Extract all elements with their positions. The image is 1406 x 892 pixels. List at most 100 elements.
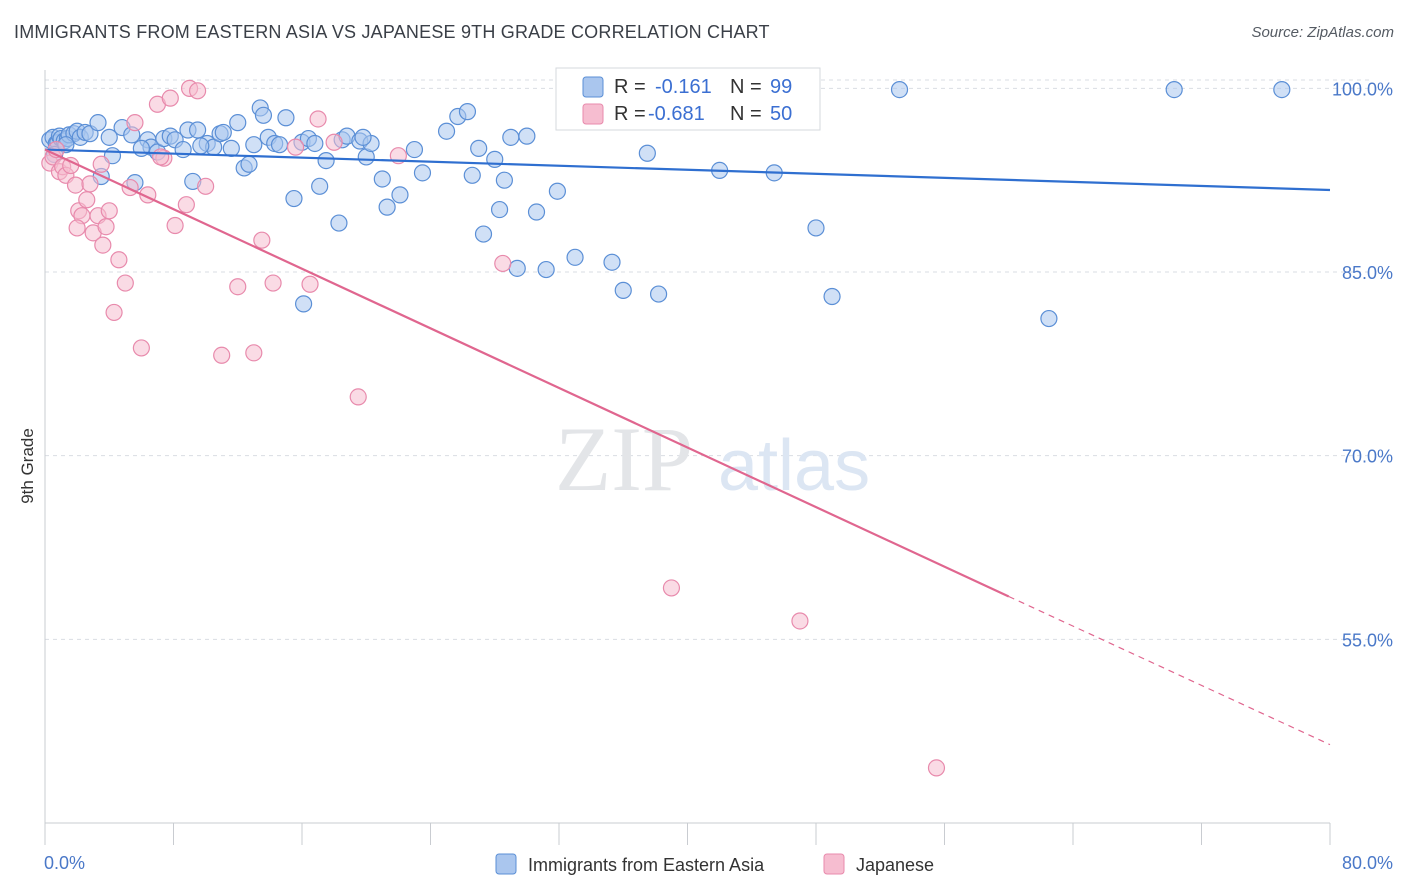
source-credit: Source: ZipAtlas.com <box>1251 24 1394 41</box>
data-point-japanese <box>100 202 118 220</box>
data-point-eastern-asia <box>188 121 207 139</box>
data-point-eastern-asia <box>518 127 536 145</box>
data-point-eastern-asia <box>270 136 289 154</box>
data-point-japanese <box>116 274 134 292</box>
data-point-eastern-asia <box>638 144 656 162</box>
y-tick-label: 70.0% <box>1342 447 1393 467</box>
data-point-eastern-asia <box>566 248 584 266</box>
x-tick-label-min: 0.0% <box>44 853 85 873</box>
data-point-eastern-asia <box>317 152 335 170</box>
data-point-japanese <box>177 196 195 214</box>
data-point-japanese <box>662 579 681 597</box>
data-point-eastern-asia <box>537 260 555 279</box>
data-point-eastern-asia <box>474 225 493 243</box>
tick-labels: 55.0% 70.0% 85.0% 100.0% 0.0% 80.0% <box>44 79 1393 873</box>
bottom-legend-swatch-blue <box>495 853 517 875</box>
data-point-japanese <box>325 133 343 151</box>
data-point-eastern-asia <box>229 114 247 132</box>
data-point-japanese <box>166 216 184 235</box>
legend-n-label-1: N = <box>730 76 762 98</box>
data-point-japanese <box>94 236 112 254</box>
x-tick-label-max: 80.0% <box>1342 853 1393 873</box>
data-point-japanese <box>126 114 144 132</box>
data-point-eastern-asia <box>890 80 909 99</box>
watermark-atlas: atlas <box>718 426 870 506</box>
legend-r-value-1: -0.161 <box>655 76 712 98</box>
data-point-eastern-asia <box>463 166 481 184</box>
data-point-japanese <box>245 344 263 362</box>
data-point-eastern-asia <box>823 287 841 306</box>
data-point-japanese <box>309 110 327 128</box>
legend-n-value-1: 99 <box>770 76 792 98</box>
data-point-eastern-asia <box>470 139 488 157</box>
trend-line-japanese-extrapolated <box>1008 595 1331 746</box>
y-tick-label: 55.0% <box>1342 630 1393 650</box>
legend-swatch-pink <box>582 103 604 125</box>
data-point-japanese <box>264 274 282 292</box>
data-point-eastern-asia <box>100 128 118 146</box>
data-point-eastern-asia <box>132 139 150 157</box>
data-point-japanese <box>92 155 110 173</box>
data-point-eastern-asia <box>277 109 295 127</box>
data-point-eastern-asia <box>548 182 566 200</box>
trend-line-eastern-asia <box>44 148 1331 192</box>
data-point-eastern-asia <box>391 186 409 204</box>
data-point-japanese <box>68 219 86 237</box>
data-point-japanese <box>301 275 319 293</box>
grid-lines <box>45 79 1370 640</box>
trend-line-japanese <box>44 148 1010 598</box>
data-point-japanese <box>81 175 99 193</box>
data-point-japanese <box>97 218 115 236</box>
data-point-eastern-asia <box>89 114 107 132</box>
data-point-eastern-asia <box>405 140 424 159</box>
data-point-japanese <box>78 191 96 209</box>
data-point-eastern-asia <box>295 295 313 313</box>
data-point-japanese <box>286 138 305 156</box>
series-japanese-points <box>41 79 946 777</box>
data-point-eastern-asia <box>490 200 509 219</box>
data-point-eastern-asia <box>527 203 546 221</box>
data-point-eastern-asia <box>254 106 273 124</box>
data-point-eastern-asia <box>214 123 232 142</box>
data-point-eastern-asia <box>502 128 520 146</box>
data-point-japanese <box>494 254 512 273</box>
data-point-japanese <box>132 339 150 357</box>
data-point-eastern-asia <box>614 281 632 299</box>
data-point-eastern-asia <box>354 128 372 146</box>
data-point-eastern-asia <box>1273 80 1291 99</box>
data-point-eastern-asia <box>458 103 477 121</box>
data-point-japanese <box>110 251 128 269</box>
legend-r-label-1: R = <box>614 76 646 98</box>
bottom-legend-label-eastern-asia: Immigrants from Eastern Asia <box>528 855 765 875</box>
data-point-eastern-asia <box>807 219 825 237</box>
data-point-japanese <box>152 148 170 166</box>
bottom-legend-label-japanese: Japanese <box>856 855 934 875</box>
data-point-japanese <box>213 346 231 364</box>
chart-title: IMMIGRANTS FROM EASTERN ASIA VS JAPANESE… <box>14 22 770 42</box>
axes <box>44 70 1331 845</box>
data-point-japanese <box>66 176 85 194</box>
data-point-eastern-asia <box>240 155 258 173</box>
y-tick-label: 100.0% <box>1332 79 1393 99</box>
bottom-legend-swatch-pink <box>823 853 845 875</box>
data-point-japanese <box>927 759 946 777</box>
data-point-japanese <box>188 82 207 100</box>
legend-n-value-2: 50 <box>770 103 792 125</box>
legend-n-label-2: N = <box>730 103 762 125</box>
data-point-eastern-asia <box>649 285 668 303</box>
data-point-eastern-asia <box>306 134 324 153</box>
y-axis-title: 9th Grade <box>18 428 37 504</box>
data-point-eastern-asia <box>1165 80 1183 99</box>
data-point-eastern-asia <box>373 170 391 188</box>
data-point-japanese <box>229 278 247 296</box>
data-point-eastern-asia <box>437 122 456 140</box>
legend-r-value-2: -0.681 <box>648 103 705 125</box>
data-point-japanese <box>349 388 367 406</box>
data-point-eastern-asia <box>285 189 303 208</box>
y-tick-label: 85.0% <box>1342 263 1393 283</box>
data-point-japanese <box>253 231 271 249</box>
data-point-eastern-asia <box>378 198 396 216</box>
data-point-eastern-asia <box>603 253 621 271</box>
data-point-japanese <box>791 612 809 630</box>
